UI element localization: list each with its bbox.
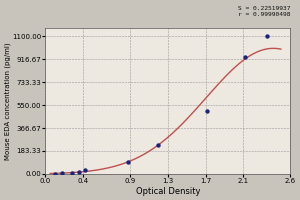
Point: [69, 171, 74, 174]
Point: [52, 172, 57, 175]
Y-axis label: Mouse EDA concentration (pg/ml): Mouse EDA concentration (pg/ml): [4, 42, 11, 160]
Point: [205, 110, 210, 113]
Point: [82, 169, 87, 172]
Point: [60, 172, 65, 175]
Point: [126, 161, 131, 164]
Point: [264, 35, 269, 38]
Point: [243, 56, 248, 59]
X-axis label: Optical Density: Optical Density: [136, 187, 200, 196]
Text: S = 0.22519937
r = 0.99990498: S = 0.22519937 r = 0.99990498: [238, 6, 291, 17]
Point: [77, 170, 82, 173]
Point: [156, 143, 161, 146]
